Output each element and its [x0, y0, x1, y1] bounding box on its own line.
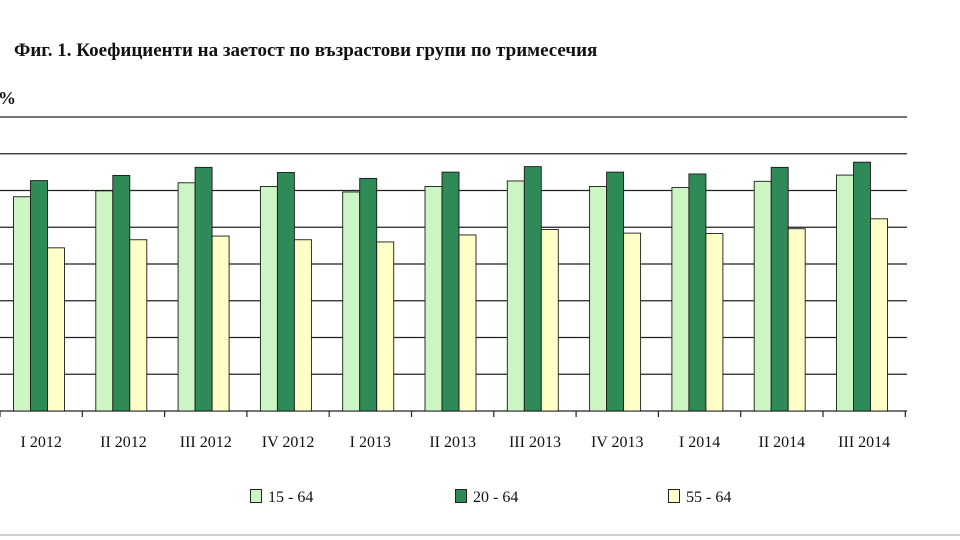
bar-15-64-III-2013	[506, 180, 525, 412]
bar-55-64-II-2012	[129, 239, 148, 412]
bar-15-64-II-2012	[95, 190, 114, 412]
bar-20-64-I-2014	[688, 173, 707, 412]
bar-55-64-IV-2012	[293, 239, 312, 412]
x-tick-label: I 2013	[350, 434, 391, 451]
bar-15-64-IV-2012	[259, 186, 278, 412]
legend-swatch-15-64	[250, 489, 262, 504]
x-tick-label: III 2013	[509, 434, 561, 451]
legend-label-15-64: 15 - 64	[268, 489, 314, 506]
bar-15-64-III-2012	[177, 182, 196, 412]
bar-20-64-III-2013	[523, 166, 542, 412]
legend-label-55-64: 55 - 64	[686, 489, 732, 506]
bar-55-64-II-2013	[458, 234, 477, 412]
page-bottom-divider	[0, 534, 960, 536]
bar-20-64-II-2014	[770, 166, 789, 412]
bar-15-64-III-2014	[836, 174, 854, 412]
bar-15-64-I-2014	[671, 187, 690, 412]
x-tick-label: I 2012	[20, 434, 61, 451]
x-tick-label: IV 2013	[591, 434, 644, 451]
bar-55-64-I-2014	[705, 233, 724, 412]
bar-15-64-II-2014	[753, 180, 772, 412]
bar-20-64-I-2012	[30, 180, 48, 412]
legend-swatch-20-64	[455, 489, 467, 504]
bar-15-64-II-2013	[424, 186, 443, 412]
x-tick-label: IV 2012	[262, 434, 315, 451]
y-axis-unit-label: %	[0, 88, 16, 109]
bar-20-64-IV-2012	[276, 172, 295, 412]
bar-20-64-IV-2013	[606, 171, 625, 412]
x-tick-label: I 2014	[679, 434, 720, 451]
x-tick-label: II 2014	[759, 434, 806, 451]
bar-15-64-I-2013	[342, 191, 361, 412]
bar-55-64-IV-2013	[623, 232, 642, 412]
bar-55-64-I-2012	[47, 247, 65, 412]
legend-item-20-64: 20 - 64	[455, 489, 518, 507]
bar-55-64-II-2014	[787, 228, 806, 412]
legend-label-20-64: 20 - 64	[473, 489, 519, 506]
legend-item-55-64: 55 - 64	[668, 489, 731, 507]
bar-55-64-I-2013	[376, 241, 395, 412]
bar-20-64-III-2014	[853, 161, 871, 412]
legend-swatch-55-64	[668, 489, 680, 504]
x-tick-label: III 2012	[180, 434, 232, 451]
bar-20-64-II-2012	[112, 174, 131, 412]
bar-20-64-III-2012	[194, 166, 213, 412]
bar-55-64-III-2013	[540, 229, 559, 412]
x-tick-label: III 2014	[838, 434, 890, 451]
x-tick-label: II 2012	[100, 434, 147, 451]
bar-20-64-II-2013	[441, 171, 460, 412]
x-tick-label: II 2013	[429, 434, 476, 451]
bar-55-64-III-2014	[870, 218, 888, 412]
bar-55-64-III-2012	[211, 235, 230, 412]
bar-20-64-I-2013	[359, 177, 378, 412]
legend-item-15-64: 15 - 64	[250, 489, 313, 507]
chart-title: Фиг. 1. Коефициенти на заетост по възрас…	[14, 40, 598, 61]
bar-15-64-I-2012	[13, 196, 31, 412]
bar-15-64-IV-2013	[589, 186, 608, 412]
